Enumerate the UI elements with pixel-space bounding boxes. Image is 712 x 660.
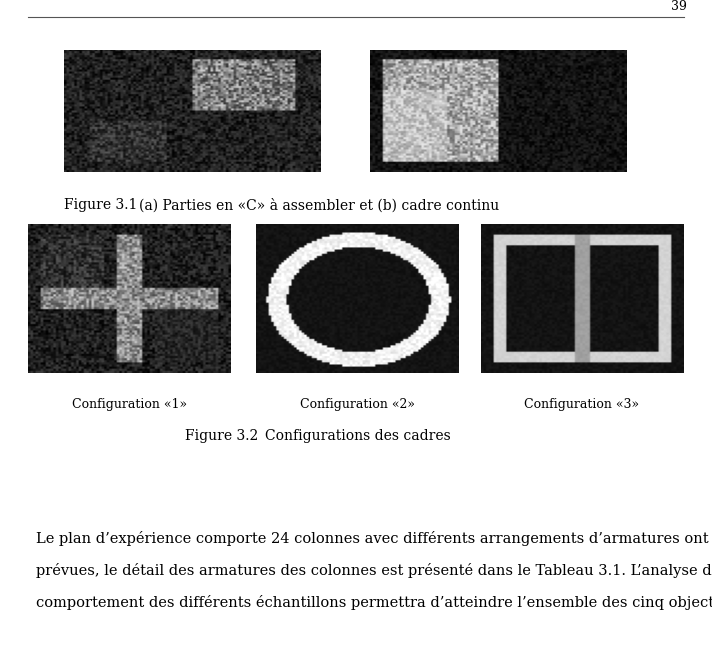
Text: prévues, le détail des armatures des colonnes est présenté dans le Tableau 3.1. : prévues, le détail des armatures des col… [36,563,712,578]
Text: Figure 3.2: Figure 3.2 [185,429,258,443]
Text: Le plan d’expérience comporte 24 colonnes avec différents arrangements d’armatur: Le plan d’expérience comporte 24 colonne… [36,531,712,546]
FancyBboxPatch shape [376,55,410,75]
Text: (a) Parties en «C» à assembler et (b) cadre continu: (a) Parties en «C» à assembler et (b) ca… [139,198,499,213]
Text: Configuration «1»: Configuration «1» [73,398,187,411]
Text: Configuration «3»: Configuration «3» [525,398,639,411]
Text: Configurations des cadres: Configurations des cadres [265,429,451,443]
Text: Figure 3.1: Figure 3.1 [64,198,137,212]
Text: Configuration «2»: Configuration «2» [300,398,415,411]
Text: (b): (b) [384,58,402,71]
Text: 39: 39 [671,0,687,13]
Text: comportement des différents échantillons permettra d’atteindre l’ensemble des ci: comportement des différents échantillons… [36,595,712,610]
FancyBboxPatch shape [70,55,104,75]
Text: (a): (a) [79,58,95,71]
